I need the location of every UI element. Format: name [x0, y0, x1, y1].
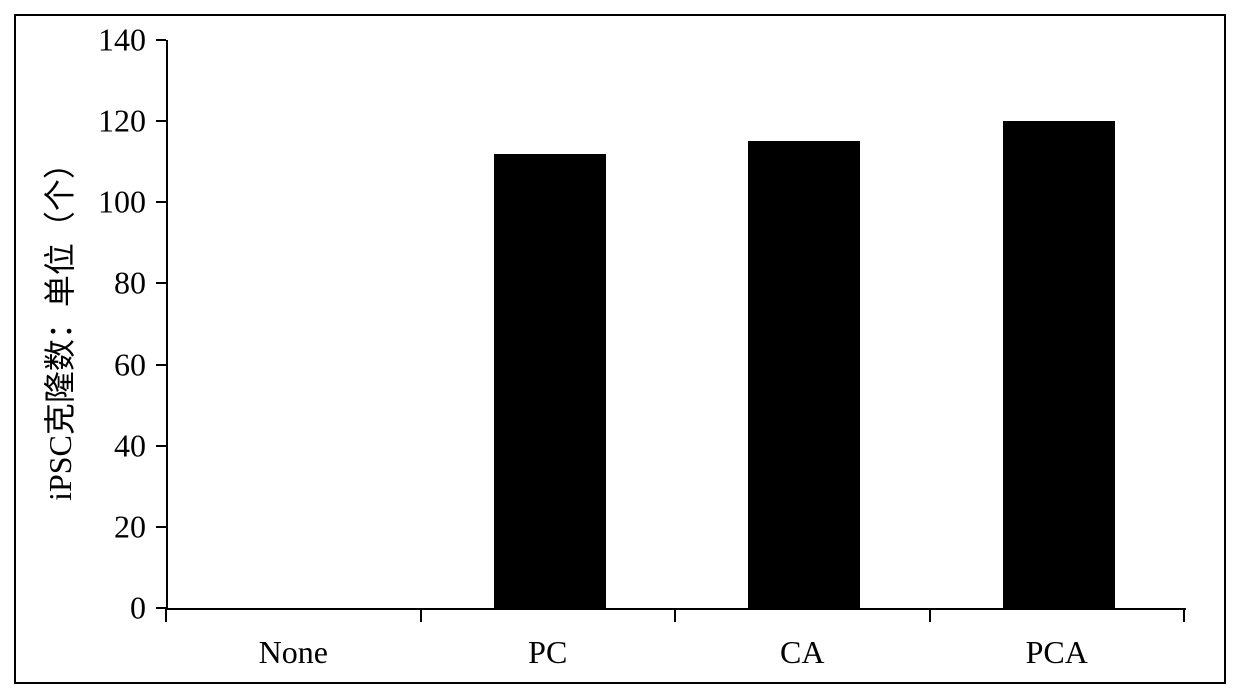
y-tick-label: 20: [114, 508, 146, 545]
y-tick-label: 80: [114, 265, 146, 302]
x-tick-label: CA: [780, 634, 824, 671]
y-tick-label: 140: [98, 22, 146, 59]
y-tick: [156, 526, 166, 528]
bar: [748, 141, 860, 608]
bar-chart: iPSC克隆数：单位（个） 0 20 40 60 80 100 120 140 None PC CA…: [16, 16, 1224, 682]
x-tick-label: None: [259, 634, 328, 671]
x-tick: [674, 608, 676, 622]
x-tick: [420, 608, 422, 622]
y-tick: [156, 445, 166, 447]
x-tick: [1183, 608, 1185, 622]
y-axis-label: iPSC克隆数：单位（个）: [35, 147, 81, 501]
x-tick: [929, 608, 931, 622]
y-tick-label: 100: [98, 184, 146, 221]
y-tick: [156, 39, 166, 41]
plot-area: [166, 40, 1186, 610]
x-tick-label: PCA: [1026, 634, 1088, 671]
figure-frame: iPSC克隆数：单位（个） 0 20 40 60 80 100 120 140 None PC CA…: [14, 14, 1226, 684]
y-tick-label: 0: [130, 590, 146, 627]
y-tick: [156, 282, 166, 284]
y-tick: [156, 201, 166, 203]
y-tick: [156, 120, 166, 122]
y-tick: [156, 364, 166, 366]
y-tick-label: 60: [114, 346, 146, 383]
y-tick-label: 120: [98, 103, 146, 140]
x-tick: [165, 608, 167, 622]
x-tick-label: PC: [528, 634, 567, 671]
bar: [494, 154, 606, 608]
bar: [1003, 121, 1115, 608]
y-tick-label: 40: [114, 427, 146, 464]
